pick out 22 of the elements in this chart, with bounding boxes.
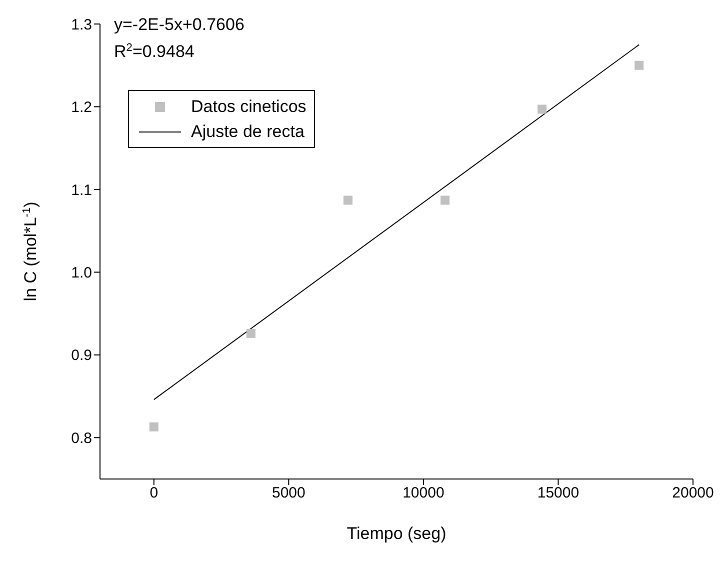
point (440, 196, 450, 205)
y-tick-label: 0.8 (71, 430, 92, 447)
point (246, 328, 256, 338)
annotation: y=-2E-5x+0.7606 (114, 15, 244, 34)
x-tick-label: 20000 (672, 484, 714, 502)
point (343, 196, 352, 205)
point (634, 60, 644, 70)
x-tick-label: 10000 (402, 484, 444, 502)
point (149, 422, 158, 432)
annotation: R$^{2}$=0.9484 (114, 42, 194, 61)
y-tick-label: 1.2 (71, 99, 92, 116)
x-axis-title: Tiempo (seg) (346, 524, 446, 543)
legend-label: Datos cineticos (191, 96, 306, 116)
x-tick-label: 5000 (272, 484, 306, 502)
legend-label: Ajuste de recta (191, 122, 304, 142)
x-tick-label: 0 (150, 484, 158, 502)
y-tick-label: 1.3 (71, 16, 92, 34)
x-tick-label: 15000 (537, 484, 580, 502)
y-tick-label: 0.9 (71, 347, 92, 364)
y-tick-label: 1.1 (71, 182, 92, 199)
y-tick-label: 1.0 (71, 264, 92, 282)
point (538, 104, 547, 114)
